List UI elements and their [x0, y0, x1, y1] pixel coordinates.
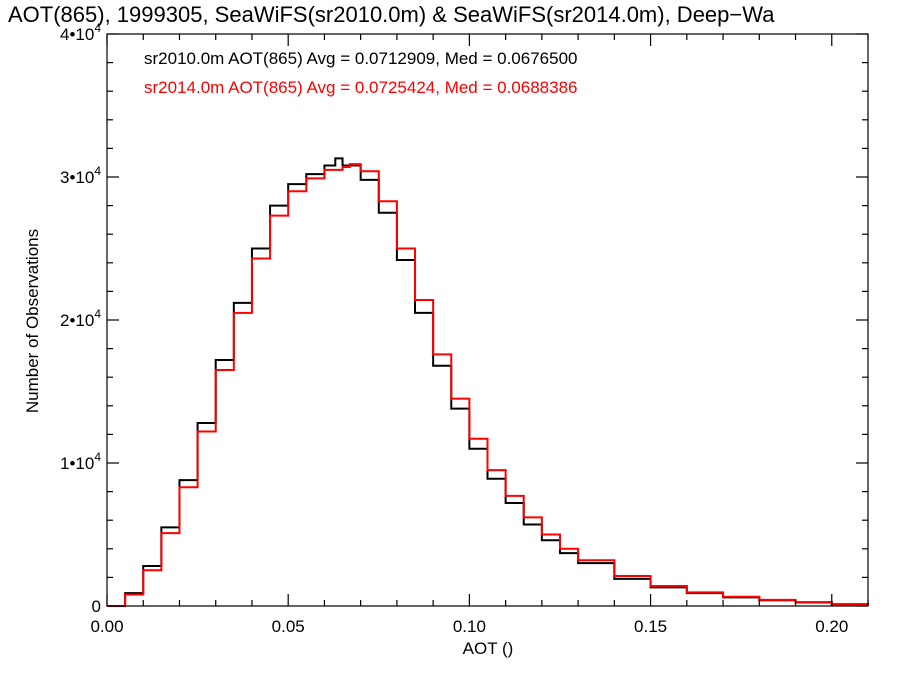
y-tick-label: 0 [92, 597, 101, 616]
series-line-sr2014.0m [107, 163, 869, 607]
x-tick-label: 0.10 [453, 617, 486, 636]
x-tick-label: 0.20 [815, 617, 848, 636]
series-layer [107, 157, 869, 607]
annotation-sr2014: sr2014.0m AOT(865) Avg = 0.0725424, Med … [144, 78, 578, 97]
annotation-sr2010: sr2010.0m AOT(865) Avg = 0.0712909, Med … [144, 49, 578, 68]
chart-title: AOT(865), 1999305, SeaWiFS(sr2010.0m) & … [8, 2, 775, 27]
y-tick-label: 3•104 [60, 164, 101, 187]
y-tick-label: 1•104 [60, 450, 101, 473]
y-tick-label: 2•104 [60, 307, 101, 330]
y-tick-label: 4•104 [60, 21, 101, 44]
x-axis-label: AOT () [463, 639, 514, 658]
x-tick-label: 0.00 [90, 617, 123, 636]
x-tick-label: 0.15 [634, 617, 667, 636]
series-line-sr2010.0m [107, 157, 869, 607]
tick-layer: 0.00 0.05 0.10 0.15 0.20 0 1•104 2•104 3•104 4•10… [60, 21, 869, 636]
plot-frame [106, 33, 869, 607]
x-tick-label: 0.05 [272, 617, 305, 636]
y-axis-label: Number of Observations [23, 229, 42, 413]
